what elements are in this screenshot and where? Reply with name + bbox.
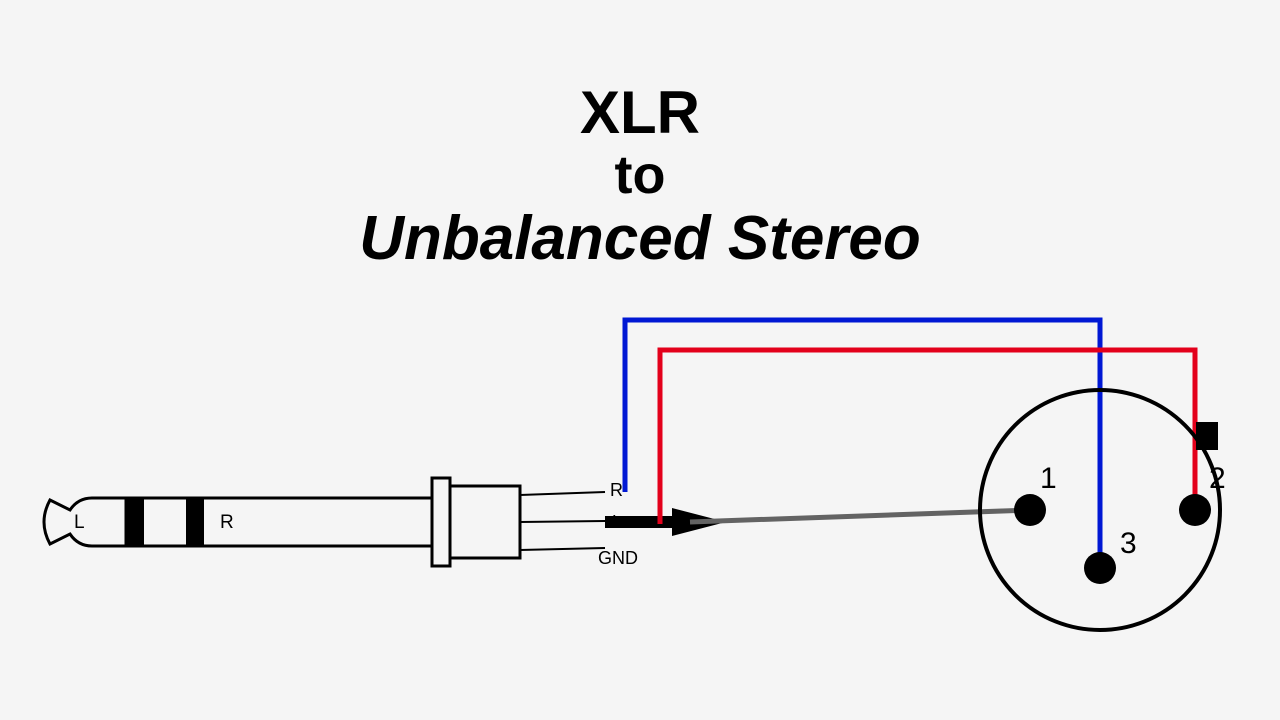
trs-wire-mid [520,521,605,522]
trs-ring-label: R [220,512,234,533]
wire-left-red [660,350,1195,524]
xlr-pin3-label: 3 [1120,527,1137,560]
trs-wire-top [520,492,605,495]
diagram-canvas: XLR to Unbalanced Stereo L R [0,0,1280,720]
trs-shaft [126,498,432,546]
trs-sleeve [450,486,520,558]
xlr-key-tab [1196,422,1218,450]
cable-arrow-body [605,516,675,528]
trs-ring-band [186,498,204,546]
wire-right-blue [625,320,1100,568]
trs-tip-band [126,498,144,546]
trs-wire-bot [520,548,605,550]
xlr-pin1-label: 1 [1040,462,1057,495]
xlr-pin-1 [1014,494,1046,526]
wire-label-r: R [610,480,623,500]
xlr-pin2-label: 2 [1209,462,1226,495]
wire-label-gnd: GND [598,548,638,568]
trs-tip-label: L [74,512,85,533]
trs-tip [44,498,126,546]
xlr-connector: 1 2 3 [980,390,1226,630]
xlr-pin-2 [1179,494,1211,526]
wiring-diagram: L R R L GND 1 [0,0,1280,720]
trs-collar [432,478,450,566]
xlr-pin-3 [1084,552,1116,584]
